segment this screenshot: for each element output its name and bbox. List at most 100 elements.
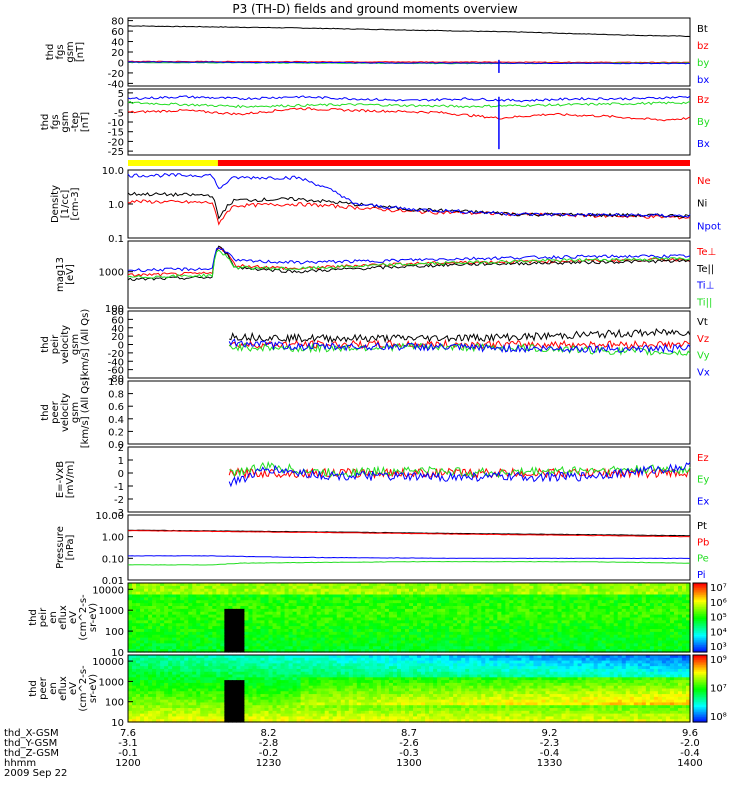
spectrogram-cell (340, 611, 346, 616)
spectrogram-cell (276, 668, 282, 673)
spectrogram-cell (336, 626, 342, 630)
spectrogram-cell (284, 637, 290, 642)
spectrogram-cell (372, 677, 378, 681)
spectrogram-cell (589, 588, 595, 593)
spectrogram-cell (320, 620, 326, 624)
spectrogram-cell (649, 608, 655, 613)
spectrogram-cell (497, 637, 502, 642)
spectrogram-cell (200, 608, 205, 613)
spectrogram-cell (256, 608, 262, 613)
spectrogram-cell (336, 608, 342, 613)
spectrogram-cell (669, 643, 675, 647)
spectrogram-cell (661, 626, 667, 630)
spectrogram-cell (396, 666, 402, 670)
spectrogram-cell (324, 631, 330, 636)
spectrogram-cell (380, 655, 386, 659)
spectrogram-cell (280, 629, 286, 633)
spectrogram-cell (164, 588, 169, 593)
spectrogram-cell (533, 677, 539, 681)
spectrogram-cell (449, 637, 454, 642)
spectrogram-cell (160, 597, 165, 601)
spectrogram-cell (465, 611, 470, 616)
spectrogram-cell (437, 620, 442, 624)
spectrogram-cell (421, 671, 426, 676)
legend-bx: bx (697, 75, 709, 86)
spectrogram-cell (136, 674, 141, 678)
spectrogram-cell (204, 611, 209, 616)
spectrogram-cell (312, 668, 318, 673)
spectrogram-cell (324, 657, 330, 662)
spectrogram-cell (549, 663, 555, 667)
spectrogram-cell (545, 655, 551, 659)
spectrogram-cell (172, 640, 177, 644)
spectrogram-cell (601, 666, 607, 670)
spectrogram-cell (256, 671, 262, 676)
spectrogram-cell (637, 600, 643, 604)
spectrogram-cell (228, 643, 233, 647)
spectrogram-cell (449, 646, 454, 650)
spectrogram-cell (481, 594, 486, 598)
spectrogram-cell (641, 631, 647, 636)
spectrogram-cell (505, 663, 510, 667)
spectrogram-cell (356, 649, 362, 653)
spectrogram-cell (400, 640, 406, 644)
spectrogram-cell (545, 631, 551, 636)
spectrogram-cell (268, 608, 274, 613)
spectrogram-cell (661, 677, 667, 681)
y-tick-label: 5 (118, 89, 124, 100)
spectrogram-cell (252, 666, 258, 670)
spectrogram-cell (609, 674, 615, 678)
spectrogram-cell (569, 608, 575, 613)
spectrogram-cell (573, 680, 579, 684)
spectrogram-cell (400, 643, 406, 647)
spectrogram-cell (481, 634, 486, 639)
spectrogram-cell (352, 637, 358, 642)
spectrogram-cell (280, 591, 286, 596)
spectrogram-cell (344, 617, 350, 621)
spectrogram-cell (521, 617, 527, 621)
spectrogram-cell (264, 677, 270, 681)
spectrogram-cell (388, 631, 394, 636)
spectrogram-cell (404, 614, 410, 619)
spectrogram-cell (148, 637, 153, 642)
spectrogram-cell (437, 660, 442, 664)
spectrogram-cell (364, 671, 370, 676)
spectrogram-cell (200, 680, 205, 684)
spectrogram-cell (344, 620, 350, 624)
spectrogram-cell (657, 655, 663, 659)
plot-frame (127, 88, 691, 156)
spectrogram-cell (441, 680, 446, 684)
spectrogram-cell (409, 668, 414, 673)
spectrogram-cell (288, 666, 294, 670)
spectrogram-cell (256, 594, 262, 598)
spectrogram-cell (340, 629, 346, 633)
y-axis-label-line: velocity (60, 393, 71, 432)
spectrogram-cell (557, 603, 563, 607)
spectrogram-cell (360, 603, 366, 607)
spectrogram-cell (441, 668, 446, 673)
spectrogram-cell (160, 677, 165, 681)
spectrogram-cell (553, 611, 559, 616)
spectrogram-cell (425, 677, 430, 681)
spectrogram-cell (413, 677, 418, 681)
spectrogram-cell (617, 668, 623, 673)
spectrogram-cell (453, 620, 458, 624)
spectrogram-cell (545, 668, 551, 673)
spectrogram-cell (661, 594, 667, 598)
spectrogram-cell (585, 634, 591, 639)
spectrogram-cell (240, 594, 246, 598)
spectrogram-cell (360, 629, 366, 633)
spectrogram-cell (645, 666, 651, 670)
spectrogram-cell (144, 631, 149, 636)
spectrogram-cell (545, 660, 551, 664)
spectrogram-cell (144, 617, 149, 621)
spectrogram-cell (417, 637, 422, 642)
spectrogram-cell (340, 617, 346, 621)
spectrogram-cell (573, 583, 579, 587)
spectrogram-cell (340, 655, 346, 659)
spectrogram-cell (140, 631, 145, 636)
spectrogram-cell (517, 655, 522, 659)
spectrogram-cell (128, 649, 133, 653)
spectrogram-cell (368, 611, 374, 616)
spectrogram-cell (324, 623, 330, 627)
